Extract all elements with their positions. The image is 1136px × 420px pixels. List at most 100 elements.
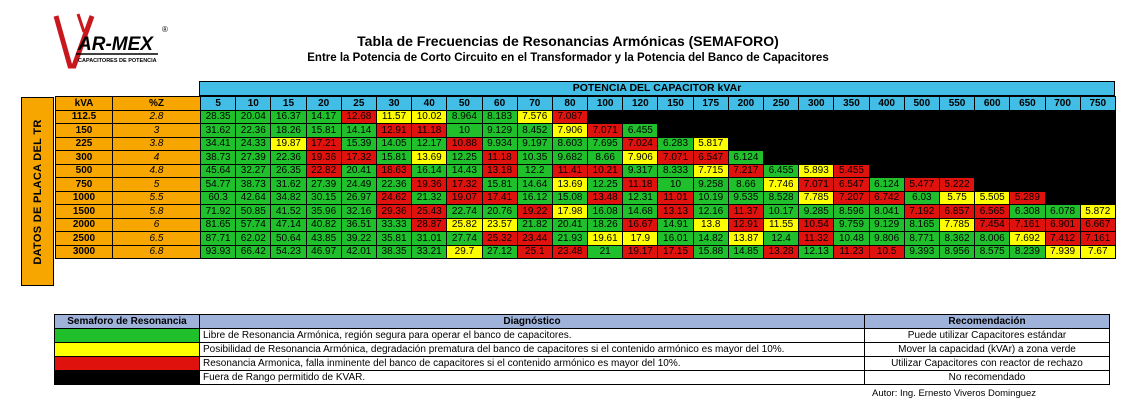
out-of-range-cell xyxy=(938,136,976,151)
resonance-cell: 25.32 xyxy=(481,231,518,246)
transformer-impedance: 5 xyxy=(112,177,201,192)
out-of-range-cell xyxy=(974,136,1011,151)
resonance-cell: 9.806 xyxy=(868,231,905,246)
resonance-cell: 7.906 xyxy=(551,123,589,138)
capacitor-kvar-header: 80 xyxy=(551,96,589,111)
potencia-header: POTENCIA DEL CAPACITOR kVAr xyxy=(199,81,1115,96)
legend-header-recomendacion: Recomendación xyxy=(864,314,1110,329)
out-of-range-cell xyxy=(974,123,1011,138)
out-of-range-cell xyxy=(868,123,905,138)
resonance-cell: 7.207 xyxy=(833,190,870,205)
resonance-cell: 25.82 xyxy=(446,217,483,232)
capacitor-kvar-header: 550 xyxy=(938,96,976,111)
resonance-cell: 7.192 xyxy=(903,204,940,219)
page-title: Tabla de Frecuencias de Resonancias Armó… xyxy=(357,33,779,49)
legend-color-swatch xyxy=(54,356,200,371)
resonance-cell: 28.87 xyxy=(411,217,448,232)
resonance-cell: 9.197 xyxy=(516,136,553,151)
transformer-kva: 1000 xyxy=(55,190,113,205)
resonance-cell: 54.77 xyxy=(199,177,237,192)
resonance-cell: 16.37 xyxy=(270,109,307,124)
resonance-cell: 12.4 xyxy=(762,231,800,246)
resonance-cell: 31.62 xyxy=(270,177,307,192)
capacitor-kvar-header: 175 xyxy=(692,96,729,111)
resonance-cell: 11.01 xyxy=(657,190,694,205)
transformer-kva: 225 xyxy=(55,136,113,151)
resonance-cell: 62.02 xyxy=(235,231,272,246)
out-of-range-cell xyxy=(903,163,940,178)
resonance-cell: 7.217 xyxy=(727,163,765,178)
resonance-cell: 19.36 xyxy=(411,177,448,192)
out-of-range-cell xyxy=(1009,163,1046,178)
out-of-range-cell xyxy=(1009,109,1046,124)
resonance-cell: 12.68 xyxy=(340,109,377,124)
out-of-range-cell xyxy=(938,150,976,165)
transformer-impedance: 6 xyxy=(112,217,201,232)
resonance-cell: 6.455 xyxy=(762,163,800,178)
capacitor-kvar-header: 200 xyxy=(727,96,765,111)
resonance-cell: 6.547 xyxy=(833,177,870,192)
legend-diagnostico: Libre de Resonancia Armónica, región seg… xyxy=(199,328,865,343)
out-of-range-cell xyxy=(762,150,800,165)
out-of-range-cell xyxy=(1009,123,1046,138)
out-of-range-cell xyxy=(798,123,835,138)
out-of-range-cell xyxy=(1079,136,1116,151)
resonance-cell: 41.52 xyxy=(270,204,307,219)
resonance-cell: 60.3 xyxy=(199,190,237,205)
resonance-cell: 6.565 xyxy=(974,204,1011,219)
legend-color-swatch xyxy=(54,328,200,343)
out-of-range-cell xyxy=(587,109,624,124)
logo-subtext: CAPACITORES DE POTENCIA xyxy=(78,58,157,64)
registered-mark: ® xyxy=(162,25,168,34)
capacitor-kvar-header: 15 xyxy=(270,96,307,111)
resonance-cell: 16.01 xyxy=(657,231,694,246)
capacitor-kvar-header: 100 xyxy=(587,96,624,111)
resonance-cell: 15.81 xyxy=(375,150,413,165)
resonance-cell: 8.006 xyxy=(974,231,1011,246)
resonance-cell: 17.32 xyxy=(446,177,483,192)
resonance-cell: 11.41 xyxy=(551,163,589,178)
resonance-cell: 21.93 xyxy=(551,231,589,246)
resonance-cell: 81.65 xyxy=(199,217,237,232)
legend-diagnostico: Resonancia Armonica, falla inminente del… xyxy=(199,356,865,371)
out-of-range-cell xyxy=(798,150,835,165)
table-row: 500 4.8 45.64 32.27 26.35 22.82 20.41 18.63 16.1… xyxy=(55,163,1116,178)
resonance-cell: 6.078 xyxy=(1044,204,1081,219)
resonance-cell: 14.17 xyxy=(305,109,342,124)
capacitor-kvar-header: 25 xyxy=(340,96,377,111)
resonance-cell: 54.23 xyxy=(270,244,307,259)
resonance-cell: 20.04 xyxy=(235,109,272,124)
resonance-cell: 40.82 xyxy=(305,217,342,232)
resonance-cell: 5.505 xyxy=(974,190,1011,205)
resonance-cell: 9.393 xyxy=(903,244,940,259)
transformer-impedance: 6.8 xyxy=(112,244,201,259)
resonance-cell: 21 xyxy=(587,244,624,259)
transformer-impedance: 3 xyxy=(112,123,201,138)
transformer-impedance: 5.5 xyxy=(112,190,201,205)
capacitor-kvar-header: 400 xyxy=(868,96,905,111)
resonance-cell: 6.124 xyxy=(727,150,765,165)
out-of-range-cell xyxy=(868,136,905,151)
resonance-cell: 27.39 xyxy=(305,177,342,192)
out-of-range-cell xyxy=(1044,150,1081,165)
resonance-cell: 45.64 xyxy=(199,163,237,178)
capacitor-kvar-header: 350 xyxy=(833,96,870,111)
resonance-cell: 20.76 xyxy=(481,204,518,219)
resonance-cell: 13.48 xyxy=(587,190,624,205)
resonance-cell: 8.575 xyxy=(974,244,1011,259)
side-label-text: DATOS DE PLACA DEL TR xyxy=(31,118,44,265)
resonance-cell: 6.283 xyxy=(657,136,694,151)
capacitor-kvar-header: 300 xyxy=(798,96,835,111)
table-row: 2500 6.5 87.71 62.02 50.64 43.85 39.22 35.81 31.… xyxy=(55,231,1116,246)
resonance-cell: 32.27 xyxy=(235,163,272,178)
out-of-range-cell xyxy=(1009,150,1046,165)
resonance-cell: 7.692 xyxy=(1009,231,1046,246)
resonance-cell: 15.81 xyxy=(481,177,518,192)
resonance-cell: 12.2 xyxy=(516,163,553,178)
resonance-cell: 10.5 xyxy=(868,244,905,259)
resonance-cell: 22.82 xyxy=(305,163,342,178)
resonance-cell: 14.05 xyxy=(375,136,413,151)
resonance-cell: 7.785 xyxy=(798,190,835,205)
out-of-range-cell xyxy=(903,150,940,165)
out-of-range-cell xyxy=(903,136,940,151)
